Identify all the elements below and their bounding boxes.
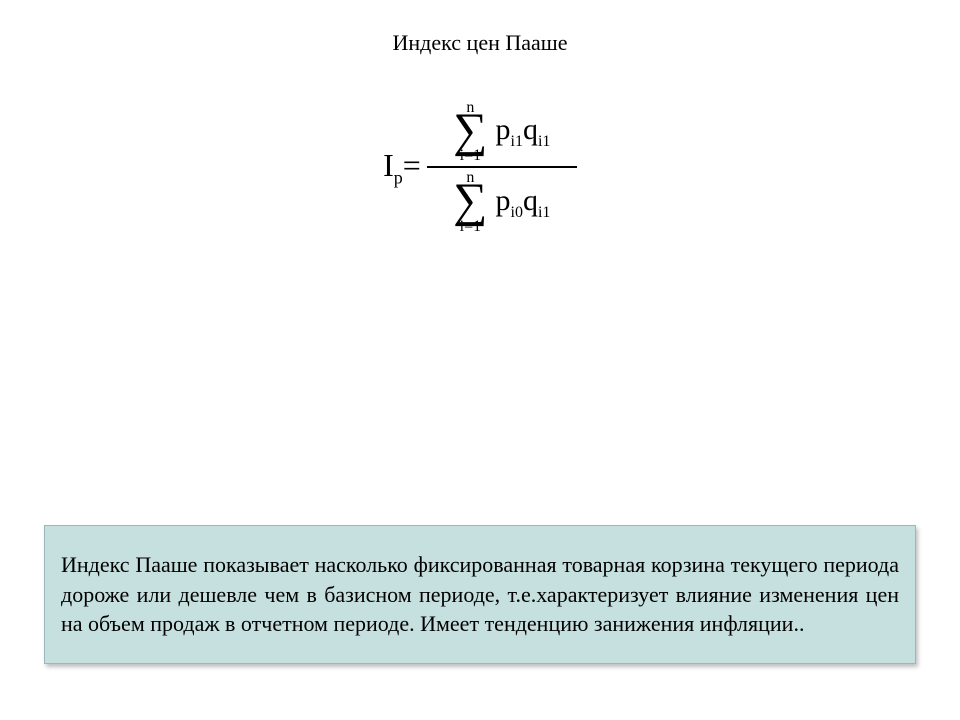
fraction-line xyxy=(427,166,577,168)
denominator-term: pi0qi1 xyxy=(496,184,551,222)
formula-inner: Ip= n ∑ i=1 pi1qi1 n ∑ i=1 xyxy=(383,100,577,235)
sigma-numerator: n ∑ i=1 xyxy=(453,100,487,164)
denominator-row: n ∑ i=1 pi0qi1 xyxy=(453,170,550,234)
numerator-term: pi1qi1 xyxy=(496,113,551,151)
numerator-row: n ∑ i=1 pi1qi1 xyxy=(453,100,550,164)
den-p-sub: i0 xyxy=(511,204,523,221)
num-q-sub: i1 xyxy=(538,133,550,150)
num-p: p xyxy=(496,113,511,146)
sigma-lower-n: i=1 xyxy=(460,148,481,164)
den-q-sub: i1 xyxy=(538,204,550,221)
num-q: q xyxy=(523,113,538,146)
formula-region: Ip= n ∑ i=1 pi1qi1 n ∑ i=1 xyxy=(0,100,960,235)
lhs-subscript: p xyxy=(394,167,403,187)
page-title: Индекс цен Пааше xyxy=(0,30,960,56)
den-q: q xyxy=(523,184,538,217)
description-box: Индекс Пааше показывает насколько фиксир… xyxy=(44,525,916,664)
formula-lhs: Ip= xyxy=(383,149,421,186)
lhs-symbol: I xyxy=(383,147,394,183)
sigma-icon: ∑ xyxy=(453,182,487,220)
den-p: p xyxy=(496,184,511,217)
equals-sign: = xyxy=(403,147,421,183)
formula-fraction: n ∑ i=1 pi1qi1 n ∑ i=1 pi0qi1 xyxy=(427,100,577,235)
sigma-denominator: n ∑ i=1 xyxy=(453,170,487,234)
num-p-sub: i1 xyxy=(511,133,523,150)
sigma-lower-d: i=1 xyxy=(460,219,481,235)
sigma-icon: ∑ xyxy=(453,112,487,150)
